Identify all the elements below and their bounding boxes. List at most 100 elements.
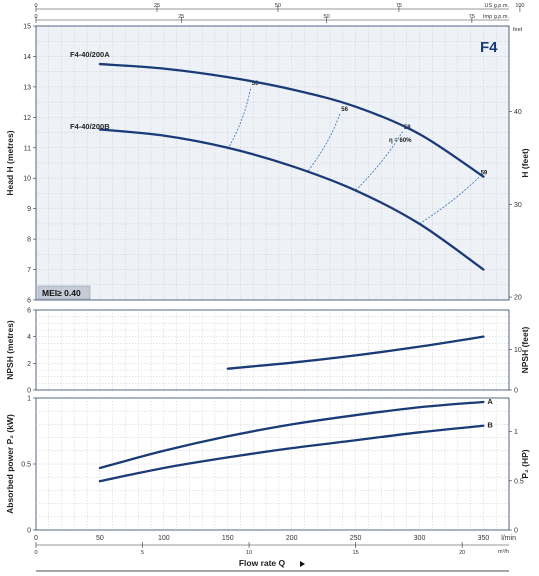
x-tick-label: 350 (478, 535, 490, 542)
power-y-axis-label-right: P₂ (HP) (520, 449, 530, 478)
m3h-unit-label: m³/h (498, 549, 509, 555)
npsh-grid (36, 310, 509, 390)
y-right-tick-label: 30 (514, 202, 522, 209)
efficiency-note: η = 60% (389, 138, 412, 144)
y-tick-label: 0.5 (21, 462, 31, 469)
lmin-unit-label: l/min (501, 535, 516, 542)
curve-a (98, 400, 485, 470)
y-right-tick-label: 40 (514, 109, 522, 116)
m3h-tick-label: 15 (353, 550, 359, 556)
curve-label-200b: F4-40/200B (70, 122, 110, 131)
y-tick-label: 10 (23, 176, 31, 183)
curve-f4-40-200a (98, 62, 485, 178)
m3h-ticks: 0 5 10 15 20 (34, 542, 465, 556)
us-gpm-tick-label: 100 (515, 3, 524, 9)
imp-gpm-tick-label: 25 (178, 14, 184, 20)
imp-gpm-tick-label: 75 (469, 14, 475, 20)
power-x-ticks: 0 50 100 150 200 250 300 350 (34, 535, 489, 542)
power-y-axis-label: Absorbed power P₂ (kW) (5, 414, 15, 514)
x-tick-label: 300 (414, 535, 426, 542)
power-y-ticks-right: 00.51 (509, 429, 524, 535)
x-tick-label: 150 (222, 535, 234, 542)
flow-rate-label-group: Flow rate Q (36, 558, 509, 572)
efficiency-line-50 (227, 86, 252, 150)
us-gpm-tick-label: 75 (396, 3, 402, 9)
head-curves (98, 62, 485, 271)
efficiency-line-56 (307, 112, 341, 171)
y-tick-label: 0 (27, 528, 31, 535)
y-tick-label: 8 (27, 237, 31, 244)
head-y-ticks: 6 7 8 9 10 11 12 13 14 15 (23, 24, 36, 305)
mei-badge: MEI≥ 0.40 (37, 285, 91, 300)
x-tick-label: 50 (96, 535, 104, 542)
curve-label-a: A (487, 397, 493, 406)
head-grid (36, 26, 509, 300)
imp-gpm-unit: Imp g.p.m. (483, 14, 509, 20)
curve-f4-40-200b (98, 128, 485, 271)
m3h-tick-label: 20 (459, 550, 465, 556)
y-right-tick-label: 1 (514, 429, 518, 436)
head-y-ticks-right: 20 30 40 (509, 109, 522, 302)
y-tick-label: 9 (27, 206, 31, 213)
mei-badge-text: MEI≥ 0.40 (42, 288, 81, 298)
efficiency-line-59 (419, 176, 480, 225)
y-tick-label: 1 (27, 396, 31, 403)
npsh-y-ticks: 0 2 4 6 (27, 308, 36, 395)
efficiency-line-58 (355, 130, 404, 191)
npsh-y-axis-label-right: NPSH (feet) (520, 326, 530, 373)
m3h-tick-label: 10 (246, 550, 252, 556)
us-gpm-unit: US g.p.m. (485, 3, 510, 9)
series-label-f4: F4 (480, 39, 498, 56)
npsh-y-ticks-right: 0 10 (509, 347, 522, 395)
y-tick-label: 7 (27, 267, 31, 274)
y-tick-label: 15 (23, 24, 31, 31)
flow-rate-axis-label: Flow rate Q (239, 558, 286, 568)
y-right-tick-label: 0 (514, 388, 518, 395)
feet-unit-label: feet (513, 27, 523, 33)
curve-b (98, 424, 485, 483)
us-gpm-ticks: 0 25 50 75 100 (34, 3, 525, 12)
npsh-y-axis-label: NPSH (metres) (5, 320, 15, 380)
y-right-tick-label: 10 (514, 347, 522, 354)
efficiency-label-59: 59 (481, 171, 488, 177)
efficiency-label-56: 56 (341, 107, 348, 113)
y-tick-label: 11 (24, 145, 31, 152)
power-panel: 00.51 00.51 AB 0 50 100 150 200 250 300 350 l/m… (5, 396, 530, 543)
power-y-ticks: 00.51 (21, 396, 36, 535)
y-tick-label: 4 (27, 334, 31, 341)
imp-gpm-ticks: 0 25 50 75 (34, 14, 475, 23)
imp-gpm-tick-label: 50 (324, 14, 330, 20)
x-tick-label: 0 (34, 535, 38, 542)
y-right-tick-label: 0 (514, 528, 518, 535)
y-right-tick-label: 20 (514, 295, 522, 302)
imp-gpm-tick-label: 0 (34, 14, 37, 20)
y-tick-label: 6 (27, 298, 31, 305)
curve-label-b: B (487, 421, 493, 430)
y-tick-label: 2 (27, 361, 31, 368)
x-tick-label: 250 (350, 535, 362, 542)
us-gpm-tick-label: 25 (154, 3, 160, 9)
flow-rate-arrow-icon (300, 561, 305, 567)
y-tick-label: 6 (27, 308, 31, 315)
y-tick-label: 14 (23, 54, 31, 61)
bottom-axis: 0 5 10 15 20 m³/h (34, 542, 509, 556)
us-gpm-tick-label: 0 (34, 3, 37, 9)
npsh-panel: 0 2 4 6 0 10 NPSH (metres) NPSH (feet) (5, 308, 530, 395)
head-y-axis-label-right: H (feet) (520, 148, 530, 177)
y-tick-label: 12 (23, 115, 31, 122)
power-curves: AB (98, 397, 493, 483)
y-tick-label: 0 (27, 388, 31, 395)
y-right-tick-label: 0.5 (514, 478, 524, 485)
y-tick-label: 13 (23, 84, 31, 91)
npsh-curve (226, 335, 485, 370)
mei-badge-box (37, 285, 91, 300)
us-gpm-tick-label: 50 (275, 3, 281, 9)
x-tick-label: 100 (158, 535, 170, 542)
top-axes: 0 25 50 75 100 0 25 50 75 US g.p.m. Imp g.p.m. (34, 3, 525, 23)
m3h-tick-label: 5 (141, 550, 144, 556)
power-grid (36, 398, 509, 530)
curve-series-0 (226, 335, 485, 370)
